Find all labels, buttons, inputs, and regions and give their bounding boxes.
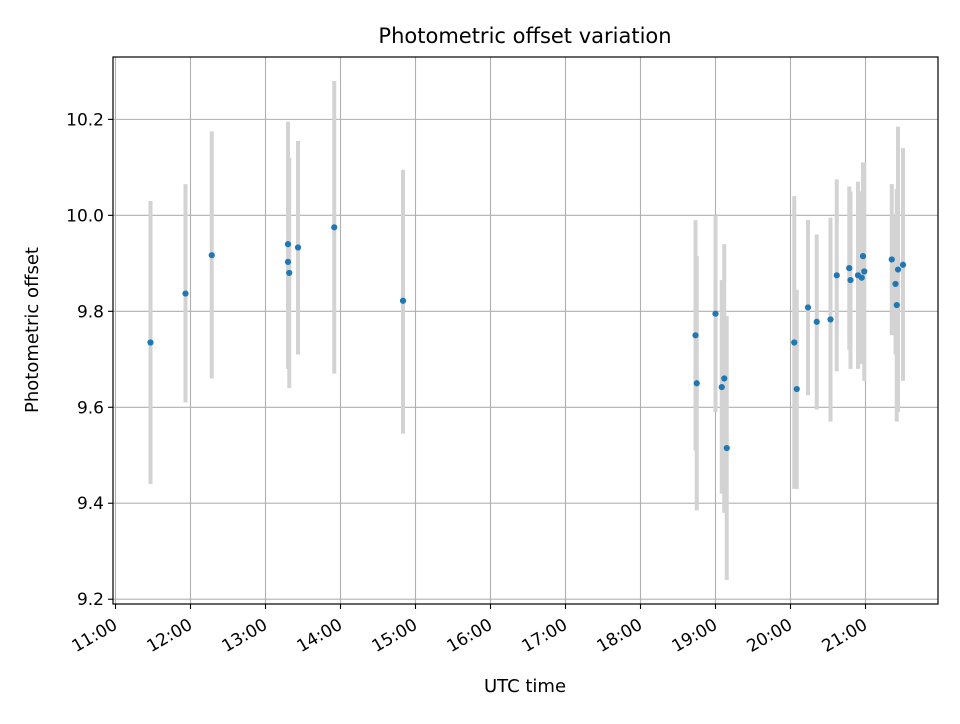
data-point: [804, 304, 812, 311]
data-point: [399, 297, 407, 304]
data-point: [718, 384, 725, 391]
y-tick-label: 10.0: [66, 206, 104, 226]
data-point: [861, 268, 868, 275]
data-point: [693, 380, 700, 387]
x-axis-label: UTC time: [484, 676, 566, 697]
data-point: [294, 244, 302, 251]
data-point: [692, 332, 699, 339]
y-tick-label: 9.4: [77, 494, 104, 514]
y-axis-label: Photometric offset: [22, 247, 43, 413]
data-point: [833, 272, 840, 279]
data-point: [147, 339, 154, 346]
data-point: [893, 301, 900, 309]
data-point: [791, 339, 798, 346]
y-tick-label: 10.2: [66, 110, 104, 130]
data-point: [892, 280, 899, 288]
y-axis-ticks: 9.2 9.4 9.6 9.8 10.0 10.2: [66, 110, 113, 610]
data-point: [208, 252, 215, 259]
data-point: [723, 444, 730, 452]
data-point: [284, 258, 292, 265]
data-point: [846, 265, 853, 272]
data-point: [793, 385, 800, 393]
data-point: [858, 274, 865, 281]
plot-frame: [112, 56, 939, 605]
data-point: [721, 375, 728, 382]
data-point: [894, 266, 902, 273]
y-tick-label: 9.6: [77, 398, 104, 418]
data-point: [899, 261, 907, 268]
data-point: [286, 269, 293, 277]
chart-title: Photometric offset variation: [378, 24, 671, 48]
data-point: [827, 316, 834, 323]
data-point: [888, 256, 895, 263]
data-points: [147, 224, 907, 452]
data-point: [847, 277, 854, 284]
data-point: [859, 253, 867, 260]
data-point: [712, 310, 719, 317]
data-point: [331, 224, 338, 231]
y-tick-label: 9.8: [77, 302, 104, 322]
y-tick-label: 9.2: [77, 590, 104, 610]
data-point: [182, 290, 189, 297]
data-point: [284, 241, 292, 248]
data-point: [813, 318, 820, 325]
